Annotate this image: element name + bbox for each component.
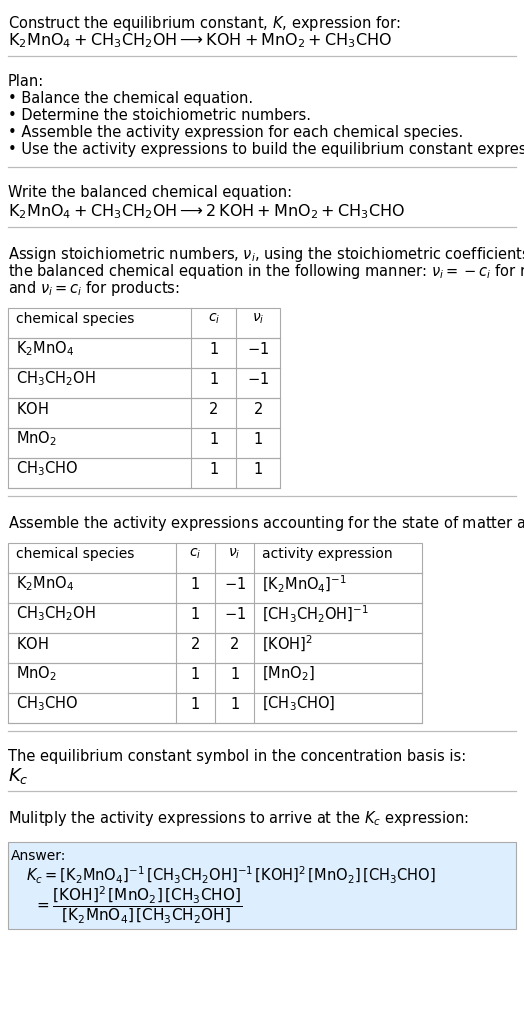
Text: $c_i$: $c_i$ bbox=[189, 546, 201, 561]
Text: • Determine the stoichiometric numbers.: • Determine the stoichiometric numbers. bbox=[8, 108, 311, 123]
Text: Mulitply the activity expressions to arrive at the $K_c$ expression:: Mulitply the activity expressions to arr… bbox=[8, 809, 469, 828]
Text: $\mathrm{KOH}$: $\mathrm{KOH}$ bbox=[16, 635, 49, 652]
Text: $\mathrm{CH_3CHO}$: $\mathrm{CH_3CHO}$ bbox=[16, 460, 78, 478]
Text: $\mathrm{K_2MnO_4}$: $\mathrm{K_2MnO_4}$ bbox=[16, 339, 74, 358]
Text: • Use the activity expressions to build the equilibrium constant expression.: • Use the activity expressions to build … bbox=[8, 142, 524, 157]
Text: chemical species: chemical species bbox=[16, 312, 134, 326]
Bar bbox=[8, 842, 516, 929]
Text: $\mathrm{CH_3CH_2OH}$: $\mathrm{CH_3CH_2OH}$ bbox=[16, 369, 96, 388]
Text: $\mathrm{K_2MnO_4}$: $\mathrm{K_2MnO_4}$ bbox=[16, 574, 74, 593]
Text: $\mathrm{MnO_2}$: $\mathrm{MnO_2}$ bbox=[16, 664, 57, 683]
Text: $\mathrm{K_2MnO_4 + CH_3CH_2OH \longrightarrow 2\,KOH + MnO_2 + CH_3CHO}$: $\mathrm{K_2MnO_4 + CH_3CH_2OH \longrigh… bbox=[8, 202, 405, 220]
Text: $\mathrm{K_2MnO_4 + CH_3CH_2OH \longrightarrow KOH + MnO_2 + CH_3CHO}$: $\mathrm{K_2MnO_4 + CH_3CH_2OH \longrigh… bbox=[8, 31, 392, 50]
Text: 2: 2 bbox=[191, 637, 200, 651]
Text: Write the balanced chemical equation:: Write the balanced chemical equation: bbox=[8, 185, 292, 200]
Text: Assign stoichiometric numbers, $\nu_i$, using the stoichiometric coefficients, $: Assign stoichiometric numbers, $\nu_i$, … bbox=[8, 245, 524, 264]
Text: $\mathrm{CH_3CHO}$: $\mathrm{CH_3CHO}$ bbox=[16, 694, 78, 713]
Text: $\mathrm{CH_3CH_2OH}$: $\mathrm{CH_3CH_2OH}$ bbox=[16, 604, 96, 623]
Text: 1: 1 bbox=[191, 607, 200, 621]
Text: Answer:: Answer: bbox=[10, 849, 66, 863]
Text: $[\mathrm{K_2MnO_4}]^{-1}$: $[\mathrm{K_2MnO_4}]^{-1}$ bbox=[263, 573, 347, 594]
Text: $-1$: $-1$ bbox=[224, 576, 246, 592]
Text: $c_i$: $c_i$ bbox=[208, 312, 220, 326]
Text: $[\mathrm{MnO_2}]$: $[\mathrm{MnO_2}]$ bbox=[263, 664, 315, 683]
Text: 1: 1 bbox=[191, 667, 200, 681]
Text: $\mathrm{MnO_2}$: $\mathrm{MnO_2}$ bbox=[16, 430, 57, 448]
Text: $\nu_i$: $\nu_i$ bbox=[228, 546, 241, 561]
Text: $\mathrm{KOH}$: $\mathrm{KOH}$ bbox=[16, 401, 49, 417]
Text: $-1$: $-1$ bbox=[224, 607, 246, 622]
Text: 2: 2 bbox=[254, 402, 263, 416]
Text: $K_c = [\mathrm{K_2MnO_4}]^{-1}\,[\mathrm{CH_3CH_2OH}]^{-1}\,[\mathrm{KOH}]^{2}\: $K_c = [\mathrm{K_2MnO_4}]^{-1}\,[\mathr… bbox=[26, 865, 436, 886]
Text: activity expression: activity expression bbox=[263, 548, 393, 561]
Text: $= \dfrac{[\mathrm{KOH}]^{2}\,[\mathrm{MnO_2}]\,[\mathrm{CH_3CHO}]}{[\mathrm{K_2: $= \dfrac{[\mathrm{KOH}]^{2}\,[\mathrm{M… bbox=[34, 884, 242, 925]
Text: 1: 1 bbox=[230, 697, 239, 711]
Text: 1: 1 bbox=[254, 432, 263, 446]
Bar bbox=[8, 308, 280, 487]
Text: the balanced chemical equation in the following manner: $\nu_i = -c_i$ for react: the balanced chemical equation in the fo… bbox=[8, 262, 524, 280]
Text: Construct the equilibrium constant, $K$, expression for:: Construct the equilibrium constant, $K$,… bbox=[8, 14, 400, 33]
Text: 2: 2 bbox=[230, 637, 239, 651]
Text: $[\mathrm{CH_3CH_2OH}]^{-1}$: $[\mathrm{CH_3CH_2OH}]^{-1}$ bbox=[263, 603, 369, 624]
Bar bbox=[8, 543, 422, 723]
Text: 1: 1 bbox=[254, 462, 263, 476]
Text: 1: 1 bbox=[209, 432, 219, 446]
Text: $\nu_i$: $\nu_i$ bbox=[252, 312, 265, 326]
Text: 2: 2 bbox=[209, 402, 219, 416]
Text: The equilibrium constant symbol in the concentration basis is:: The equilibrium constant symbol in the c… bbox=[8, 749, 466, 764]
Text: $[\mathrm{CH_3CHO}]$: $[\mathrm{CH_3CHO}]$ bbox=[263, 694, 335, 713]
Text: 1: 1 bbox=[230, 667, 239, 681]
Text: $K_c$: $K_c$ bbox=[8, 766, 28, 786]
Text: and $\nu_i = c_i$ for products:: and $\nu_i = c_i$ for products: bbox=[8, 279, 180, 298]
Text: chemical species: chemical species bbox=[16, 548, 134, 561]
Text: 1: 1 bbox=[209, 342, 219, 356]
Text: 1: 1 bbox=[191, 576, 200, 591]
Text: • Balance the chemical equation.: • Balance the chemical equation. bbox=[8, 91, 253, 106]
Text: 1: 1 bbox=[191, 697, 200, 711]
Text: Plan:: Plan: bbox=[8, 73, 44, 89]
Text: 1: 1 bbox=[209, 372, 219, 386]
Text: 1: 1 bbox=[209, 462, 219, 476]
Text: $-1$: $-1$ bbox=[247, 341, 269, 357]
Text: • Assemble the activity expression for each chemical species.: • Assemble the activity expression for e… bbox=[8, 125, 463, 140]
Text: $[\mathrm{KOH}]^{2}$: $[\mathrm{KOH}]^{2}$ bbox=[263, 634, 313, 654]
Text: $-1$: $-1$ bbox=[247, 371, 269, 387]
Text: Assemble the activity expressions accounting for the state of matter and $\nu_i$: Assemble the activity expressions accoun… bbox=[8, 514, 524, 533]
